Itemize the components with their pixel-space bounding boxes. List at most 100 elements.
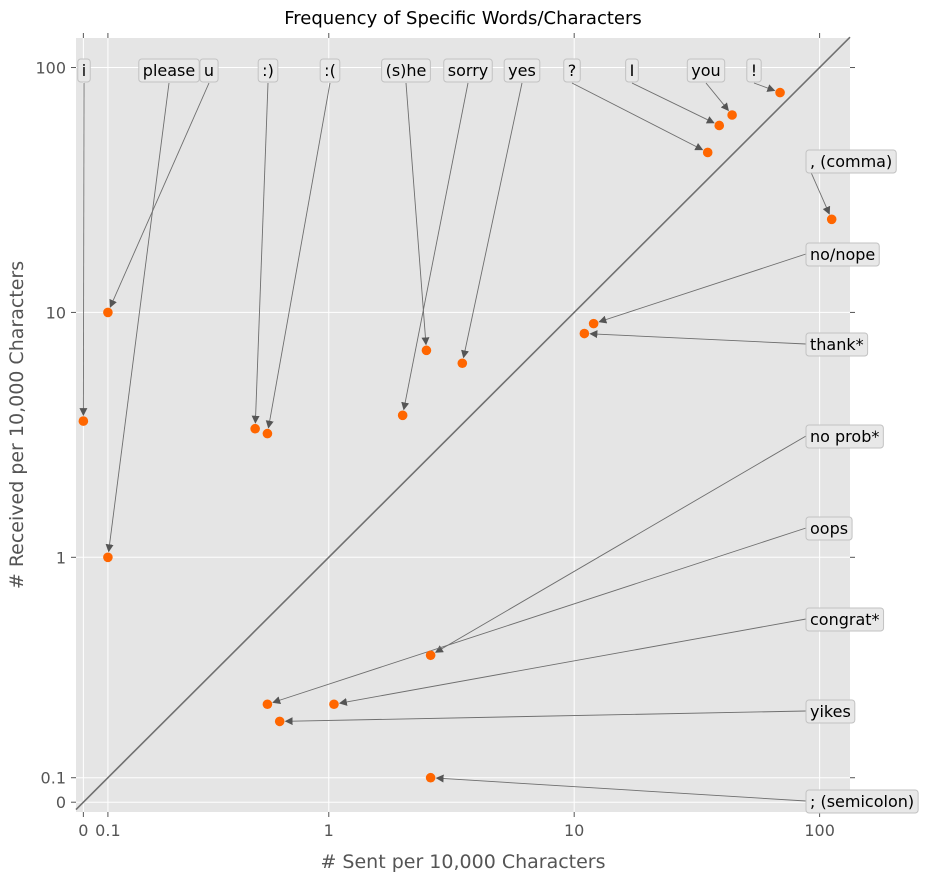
- annotation-arrow: [338, 618, 807, 706]
- y-axis-label: # Received per 10,000 Characters: [6, 261, 28, 589]
- axis-ticks: 0 0.1 1 10 100 0 0.1 1 10 100: [35, 33, 855, 840]
- data-point: [329, 699, 339, 710]
- annotation-box: [199, 58, 219, 83]
- annotation-box: [805, 332, 869, 357]
- annotation-label: oops: [805, 516, 853, 541]
- annotation-arrow: [284, 710, 807, 726]
- annotation-box: [805, 699, 856, 724]
- annotation-text: u: [204, 61, 214, 80]
- annotation-label: ; (semicolon): [805, 789, 919, 814]
- annotation-label: (s)he: [381, 58, 431, 83]
- annotation-box: [443, 58, 493, 83]
- x-tick-label: 100: [804, 821, 835, 840]
- annotation-text: congrat*: [810, 610, 880, 629]
- x-axis-label: # Sent per 10,000 Characters: [320, 851, 605, 873]
- x-tick-label: 1: [324, 821, 334, 840]
- annotation-label: thank*: [805, 332, 869, 357]
- identity-line: [75, 36, 851, 811]
- annotation-text: ; (semicolon): [810, 792, 914, 811]
- annotation-text: :(: [324, 61, 336, 80]
- annotation-arrow: [598, 253, 807, 324]
- data-point: [78, 416, 89, 426]
- data-point: [727, 110, 737, 120]
- annotation-text: i: [82, 61, 86, 80]
- annotation-label: please: [138, 58, 200, 83]
- annotation-label: no prob*: [805, 424, 884, 449]
- annotation-box: [686, 58, 726, 83]
- annotation-box: [319, 58, 341, 83]
- annotation-arrow: [251, 82, 269, 424]
- annotation-arrow: [79, 82, 88, 417]
- data-point: [274, 716, 285, 727]
- annotation-arrow: [631, 82, 715, 124]
- data-point: [103, 307, 113, 318]
- y-tick-label: 100: [35, 59, 66, 78]
- x-tick-label: 0: [78, 821, 88, 840]
- annotation-label: I: [625, 58, 639, 83]
- annotation-box: [77, 58, 91, 83]
- annotation-text: (s)he: [386, 61, 427, 80]
- annotation-arrow: [589, 330, 807, 345]
- annotation-text: sorry: [448, 61, 488, 80]
- data-point: [421, 345, 432, 356]
- annotation-label: u: [199, 58, 219, 83]
- annotation-label: you: [686, 58, 726, 83]
- annotation-box: [805, 424, 884, 449]
- y-tick-label: 0.1: [41, 769, 66, 788]
- annotation-arrow: [571, 82, 704, 151]
- annotation-box: [138, 58, 200, 83]
- annotation-label: congrat*: [805, 607, 885, 632]
- annotation-label: ?: [563, 58, 581, 83]
- data-point: [397, 410, 408, 421]
- y-tick-label: 0: [56, 793, 66, 812]
- annotation-arrow: [435, 774, 807, 802]
- annotation-label: :): [257, 58, 279, 83]
- data-point: [425, 772, 436, 783]
- annotation-box: [805, 242, 880, 267]
- annotation-text: you: [691, 61, 720, 80]
- annotation-text: ?: [568, 61, 577, 80]
- data-point: [775, 87, 785, 98]
- annotation-text: please: [143, 61, 195, 80]
- x-tick-label: 0.1: [95, 821, 120, 840]
- annotation-text: I: [630, 61, 635, 80]
- annotation-arrow: [265, 82, 331, 429]
- annotation-label: i: [77, 58, 91, 83]
- y-tick-label: 1: [56, 548, 66, 567]
- annotation-arrow: [109, 82, 210, 308]
- annotation-arrow: [461, 82, 523, 359]
- y-tick-label: 10: [46, 303, 66, 322]
- annotation-text: :): [262, 61, 274, 80]
- annotation-box: [805, 516, 853, 541]
- annotation-arrow: [272, 527, 807, 705]
- data-point: [457, 358, 468, 369]
- data-point: [103, 552, 113, 563]
- annotation-box: [805, 789, 919, 814]
- annotation-label: sorry: [443, 58, 493, 83]
- annotation-text: !: [751, 61, 757, 80]
- annotation-box: [625, 58, 639, 83]
- annotation-arrow: [405, 82, 430, 346]
- annotation-box: [563, 58, 581, 83]
- annotation-text: , (comma): [810, 152, 892, 171]
- annotation-box: [381, 58, 431, 83]
- x-tick-label: 10: [564, 821, 584, 840]
- data-point: [262, 428, 273, 439]
- data-point: [714, 120, 725, 131]
- annotation-box: [805, 607, 885, 632]
- data-point: [425, 650, 436, 661]
- data-point: [826, 214, 837, 225]
- annotation-arrow: [105, 82, 170, 553]
- annotation-text: oops: [810, 519, 848, 538]
- annotation-text: thank*: [810, 335, 864, 354]
- annotation-box: [805, 149, 897, 174]
- annotation-box: [746, 58, 762, 83]
- data-point: [250, 423, 260, 434]
- annotation-text: no/nope: [810, 245, 875, 264]
- annotation-label: !: [746, 58, 762, 83]
- data-points: [78, 87, 837, 783]
- annotation-label: , (comma): [805, 149, 897, 174]
- annotation-label: no/nope: [805, 242, 880, 267]
